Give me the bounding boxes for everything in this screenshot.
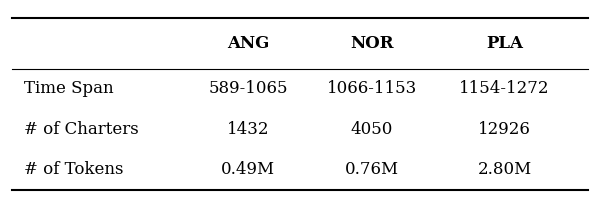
Text: # of Tokens: # of Tokens xyxy=(23,161,123,178)
Text: 0.76M: 0.76M xyxy=(345,161,399,178)
Text: 1066-1153: 1066-1153 xyxy=(327,80,417,97)
Text: 12926: 12926 xyxy=(478,121,531,138)
Text: 1154-1272: 1154-1272 xyxy=(459,80,550,97)
Text: 589-1065: 589-1065 xyxy=(208,80,288,97)
Text: Time Span: Time Span xyxy=(23,80,113,97)
Text: 4050: 4050 xyxy=(351,121,393,138)
Text: 0.49M: 0.49M xyxy=(221,161,275,178)
Text: 1432: 1432 xyxy=(227,121,269,138)
Text: 2.80M: 2.80M xyxy=(478,161,532,178)
Text: # of Charters: # of Charters xyxy=(23,121,138,138)
Text: PLA: PLA xyxy=(486,35,523,52)
Text: NOR: NOR xyxy=(350,35,394,52)
Text: ANG: ANG xyxy=(227,35,269,52)
